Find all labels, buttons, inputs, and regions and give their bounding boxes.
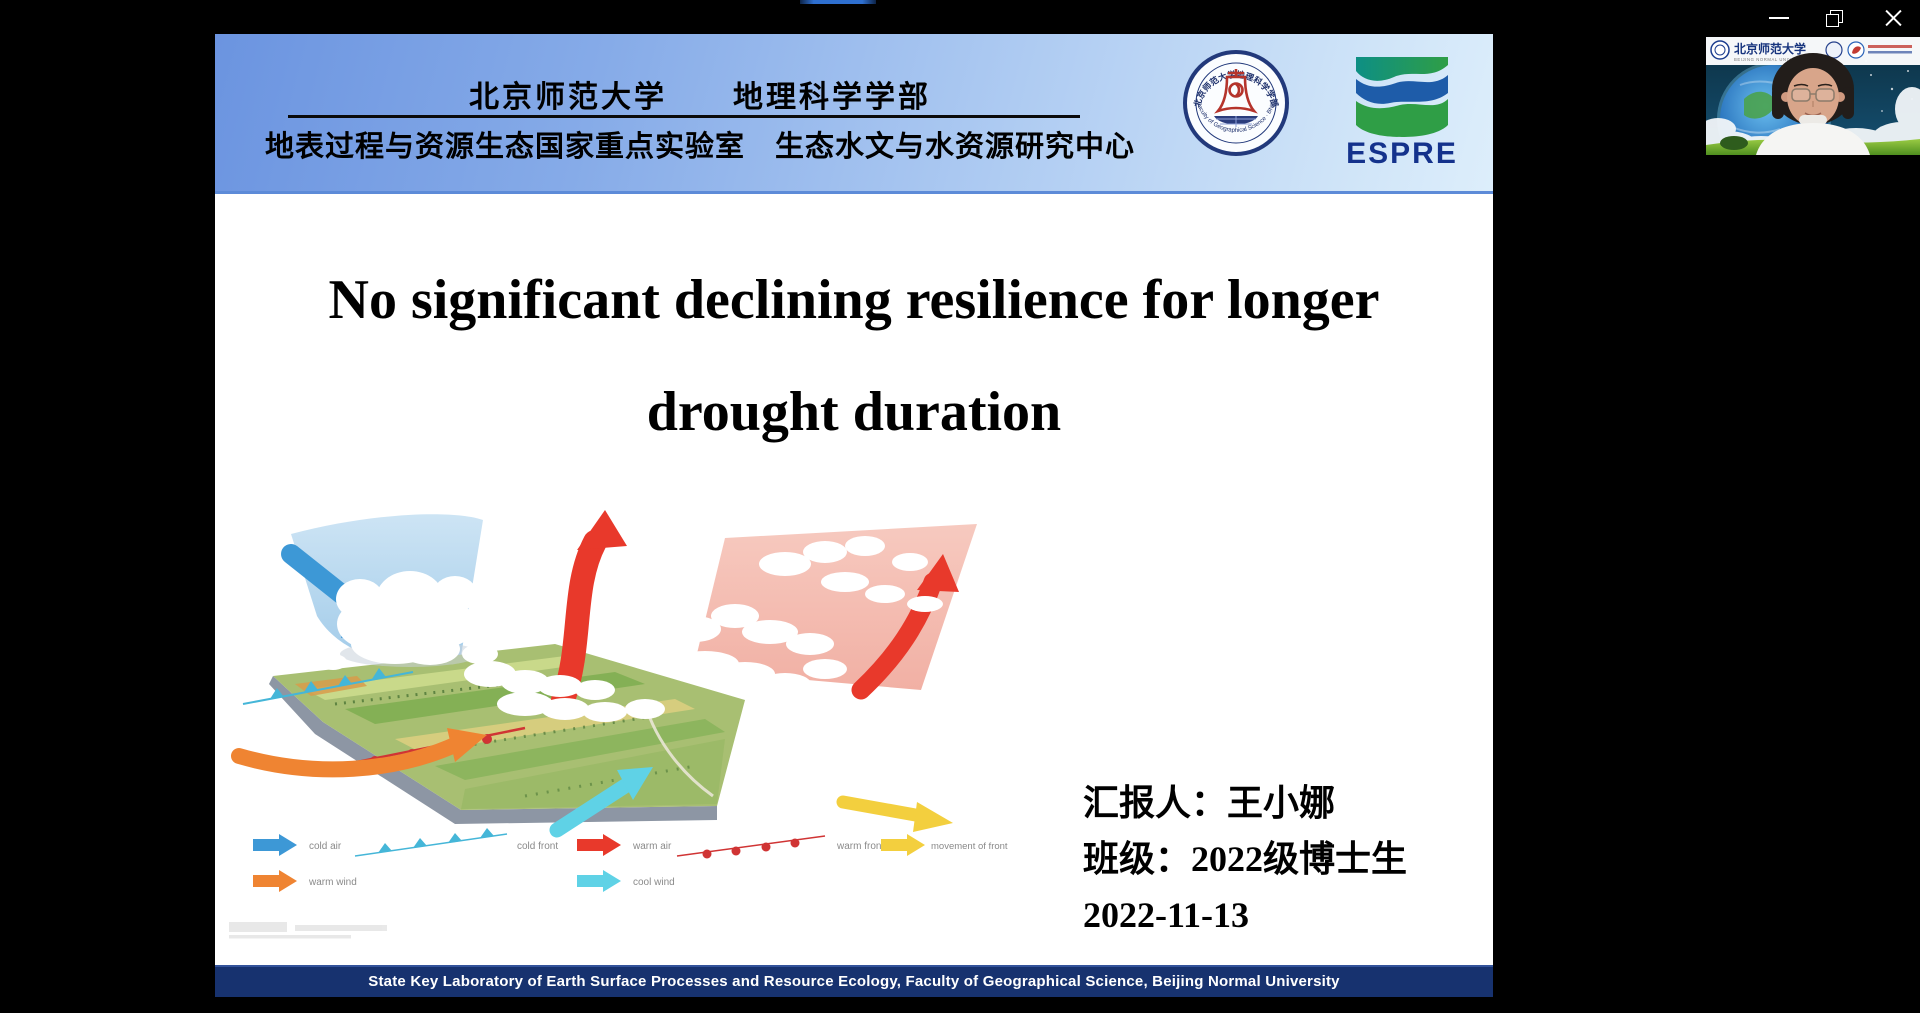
clouds (294, 536, 943, 722)
warm-air-rising-arrow-right (851, 554, 959, 700)
espre-wave-top (1356, 57, 1448, 81)
person-face (1787, 68, 1839, 126)
person-eyebrows (1793, 83, 1833, 87)
banner-committee-logo (1847, 41, 1865, 59)
person-glasses (1791, 88, 1835, 102)
person-shirt (1756, 123, 1870, 155)
shared-presentation-slide: 北京师范大学 地理科学学部 地表过程与资源生态国家重点实验室 生态水文与水资源研… (215, 34, 1493, 997)
legend-cool-wind-arrow-icon (577, 870, 621, 892)
legend-warm-air-arrow-icon (577, 834, 621, 856)
laboratory-name: 地表过程与资源生态国家重点实验室 生态水文与水资源研究中心 (264, 131, 1135, 163)
espre-wave-middle (1356, 75, 1448, 104)
restore-button[interactable] (1813, 0, 1859, 36)
person-turtleneck-collar (1799, 115, 1827, 125)
legend-warm-front-label: warm front (836, 841, 884, 852)
webcam-video-frame: 北京师范大学 BEIJING NORMAL UNIVERSITY (1706, 37, 1920, 155)
banner-university-subtitle: BEIJING NORMAL UNIVERSITY (1734, 57, 1811, 62)
minimize-icon (1769, 17, 1789, 19)
legend-warm-front-icon (676, 835, 826, 859)
legend-cold-air-arrow-icon (253, 834, 297, 856)
presenter-class-line: 班级：2022级博士生 (1083, 839, 1408, 879)
legend-warm-wind-arrow-icon (253, 870, 297, 892)
presenter-info-block: 汇报人：王小娜 班级：2022级博士生 2022-11-13 (1083, 778, 1407, 946)
legend-movement-label: movement of front (931, 841, 1008, 852)
cold-front-line (242, 668, 414, 705)
participant-video-tile[interactable]: 北京师范大学 BEIJING NORMAL UNIVERSITY (1706, 37, 1920, 155)
espre-wordmark: ESPRE (1346, 137, 1458, 167)
cool-wind-arrow (549, 767, 653, 838)
meeting-toolbar-handle-icon[interactable] (800, 0, 876, 4)
stock-watermark (229, 922, 387, 939)
slide-title: No significant declining resilience for … (215, 244, 1493, 468)
banner-text-line-red (1868, 45, 1912, 48)
bnu-round-logo (1710, 40, 1730, 60)
espre-logo: ESPRE (1346, 57, 1458, 167)
legend-cold-front-icon (354, 828, 508, 857)
espre-wave-bottom (1356, 99, 1448, 137)
legend-cold-air-label: cold air (309, 841, 342, 852)
warm-wind-arrow (231, 728, 487, 778)
bnu-faculty-seal-logo: 北京师范大学地理科学学部 Faculty of Geographical Sci… (1183, 50, 1289, 156)
banner-seal-logo (1825, 41, 1843, 59)
seal-globe-emblem (1214, 116, 1258, 127)
legend-cool-wind-label: cool wind (633, 877, 675, 888)
legend-warm-air-label: warm air (632, 841, 672, 852)
seal-outer-ring (1183, 50, 1289, 156)
banner-university-title: 北京师范大学 (1734, 41, 1806, 56)
seal-bell-emblem (1214, 69, 1258, 114)
slide-title-line1: No significant declining resilience for … (328, 269, 1380, 331)
legend-movement-arrow-icon (881, 834, 925, 856)
weather-front-illustration: cold air cold front warm air warm front … (229, 510, 1008, 939)
banner-text-line-blue (1868, 51, 1912, 54)
seal-inner-ring (1195, 62, 1277, 144)
slide-title-line2: drought duration (646, 381, 1062, 443)
presentation-date: 2022-11-13 (1083, 895, 1249, 935)
virtual-background-bush (1720, 136, 1748, 150)
front-movement-arrow (836, 795, 953, 832)
presenter-name-line: 汇报人：王小娜 (1083, 783, 1336, 823)
legend-cold-front-label: cold front (517, 841, 558, 852)
participant-person (1756, 53, 1870, 155)
university-name: 北京师范大学 地理科学学部 (469, 81, 931, 114)
slide-footer-bar: State Key Laboratory of Earth Surface Pr… (215, 965, 1493, 997)
diagram-legend: cold air cold front warm air warm front … (253, 828, 1008, 892)
legend-warm-wind-label: warm wind (308, 877, 357, 888)
restore-icon (1826, 14, 1839, 27)
close-button[interactable] (1870, 0, 1916, 36)
minimize-button[interactable] (1756, 0, 1802, 36)
header-divider-rule (288, 115, 1080, 118)
slide-header-banner: 北京师范大学 地理科学学部 地表过程与资源生态国家重点实验室 生态水文与水资源研… (215, 34, 1493, 194)
